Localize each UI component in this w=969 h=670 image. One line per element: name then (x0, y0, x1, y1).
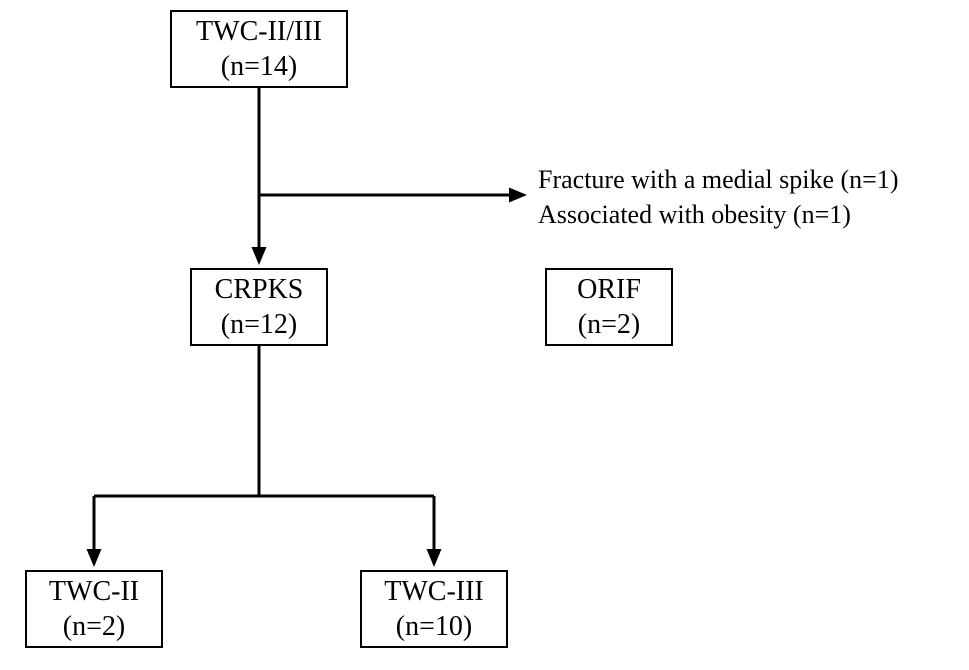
node-crpks-title: CRPKS (215, 272, 304, 307)
node-crpks: CRPKS (n=12) (190, 268, 328, 346)
node-twcii-count: (n=2) (63, 609, 125, 644)
node-twcii-title: TWC-II (49, 574, 139, 609)
exclusion-line2: Associated with obesity (n=1) (538, 197, 899, 232)
node-orif-count: (n=2) (578, 307, 640, 342)
node-crpks-count: (n=12) (221, 307, 297, 342)
exclusion-annotation: Fracture with a medial spike (n=1) Assoc… (538, 162, 899, 232)
exclusion-line1: Fracture with a medial spike (n=1) (538, 162, 899, 197)
node-root-count: (n=14) (221, 49, 297, 84)
node-root: TWC-II/III (n=14) (170, 10, 348, 88)
node-twciii: TWC-III (n=10) (360, 570, 508, 648)
node-root-title: TWC-II/III (196, 14, 322, 49)
node-twciii-count: (n=10) (396, 609, 472, 644)
node-orif: ORIF (n=2) (545, 268, 673, 346)
node-twcii: TWC-II (n=2) (25, 570, 163, 648)
node-orif-title: ORIF (577, 272, 641, 307)
node-twciii-title: TWC-III (384, 574, 484, 609)
